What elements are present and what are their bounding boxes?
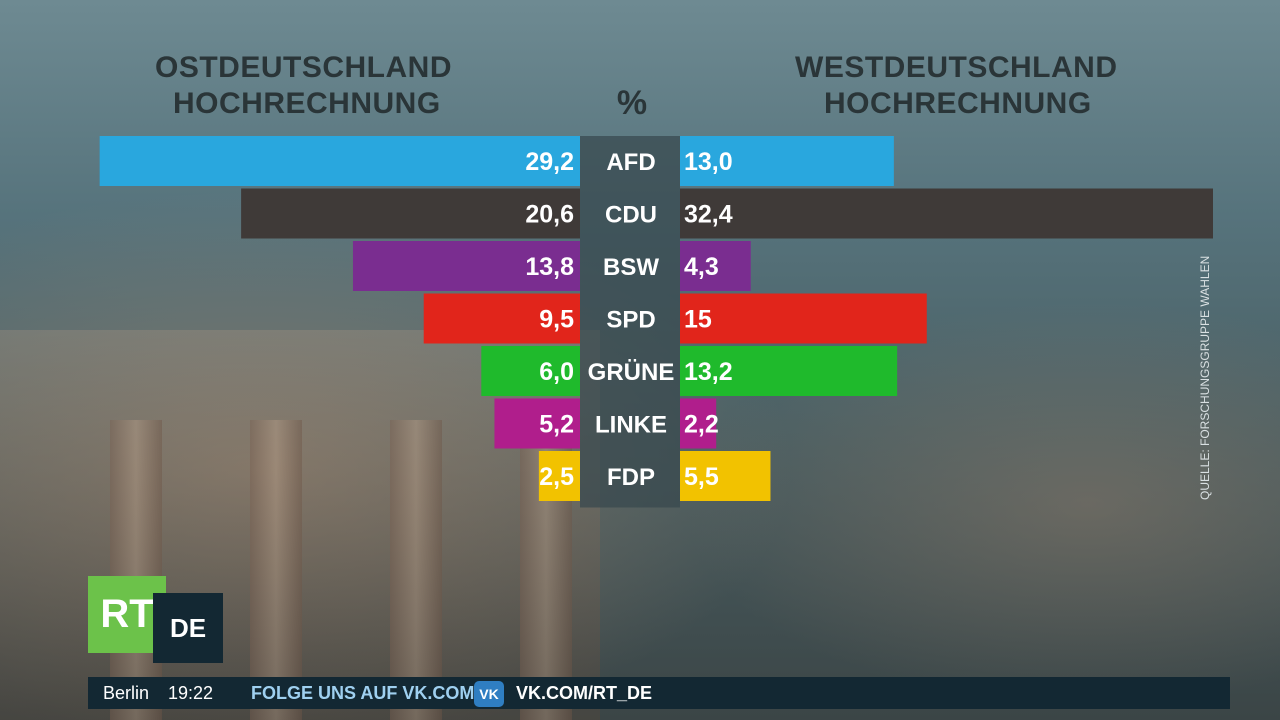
ticker-city: Berlin	[103, 683, 150, 703]
value-label-west: 13,2	[684, 358, 733, 386]
bar-west-fdp	[680, 451, 771, 501]
value-label-ost: 6,0	[539, 358, 574, 386]
bar-ost-fdp	[538, 451, 580, 501]
value-label-west: 13,0	[684, 148, 733, 176]
value-label-ost: 2,5	[539, 463, 574, 491]
party-label-column	[580, 136, 680, 508]
party-label: FDP	[607, 464, 655, 491]
value-label-west: 15	[684, 306, 712, 334]
value-label-ost: 29,2	[525, 148, 574, 176]
building-column	[110, 420, 162, 720]
header-left-line1: OSTDEUTSCHLAND	[155, 51, 452, 84]
party-label: BSW	[603, 254, 659, 281]
bar-ost-grüne	[481, 346, 580, 396]
bar-ost-afd	[99, 136, 581, 186]
bar-west-spd	[680, 293, 927, 344]
ticker-url[interactable]: VK.COM/RT_DE	[516, 683, 653, 703]
header-left-line2: HOCHRECHNUNG	[173, 87, 441, 120]
header-percent: %	[616, 84, 648, 122]
building-column	[250, 420, 302, 720]
source-note: QUELLE: FORSCHUNGSGRUPPE WAHLEN	[1198, 255, 1212, 500]
value-label-west: 5,5	[684, 463, 719, 491]
bar-west-bsw	[680, 241, 751, 291]
party-label: GRÜNE	[588, 359, 675, 386]
de-logo: DE	[153, 593, 223, 663]
building-column	[390, 420, 442, 720]
value-label-west: 2,2	[684, 411, 719, 439]
party-label: LINKE	[595, 412, 667, 439]
bar-west-cdu	[680, 188, 1213, 239]
bar-ost-spd	[423, 293, 580, 344]
value-label-ost: 13,8	[525, 253, 574, 281]
bar-ost-bsw	[352, 241, 580, 291]
ticker-time: 19:22	[168, 683, 214, 703]
value-label-west: 4,3	[684, 253, 719, 281]
bar-west-afd	[680, 136, 894, 186]
value-label-west: 32,4	[684, 201, 733, 229]
vk-icon: VK	[474, 681, 504, 707]
value-label-ost: 5,2	[539, 411, 574, 439]
header-right-line2: HOCHRECHNUNG	[824, 87, 1092, 120]
party-label: AFD	[606, 149, 655, 176]
header-right-line1: WESTDEUTSCHLAND	[795, 51, 1118, 84]
party-label: CDU	[605, 202, 657, 229]
ticker-follow: FOLGE UNS AUF VK.COM	[251, 683, 475, 703]
bar-ost-cdu	[241, 188, 580, 239]
party-label: SPD	[606, 307, 655, 334]
value-label-ost: 9,5	[539, 306, 574, 334]
bar-west-linke	[680, 398, 717, 449]
bar-west-grüne	[680, 346, 898, 396]
bar-ost-linke	[494, 398, 580, 449]
news-ticker: Berlin 19:22 FOLGE UNS AUF VK.COM VK.COM…	[88, 677, 1230, 709]
value-label-ost: 20,6	[525, 201, 574, 229]
